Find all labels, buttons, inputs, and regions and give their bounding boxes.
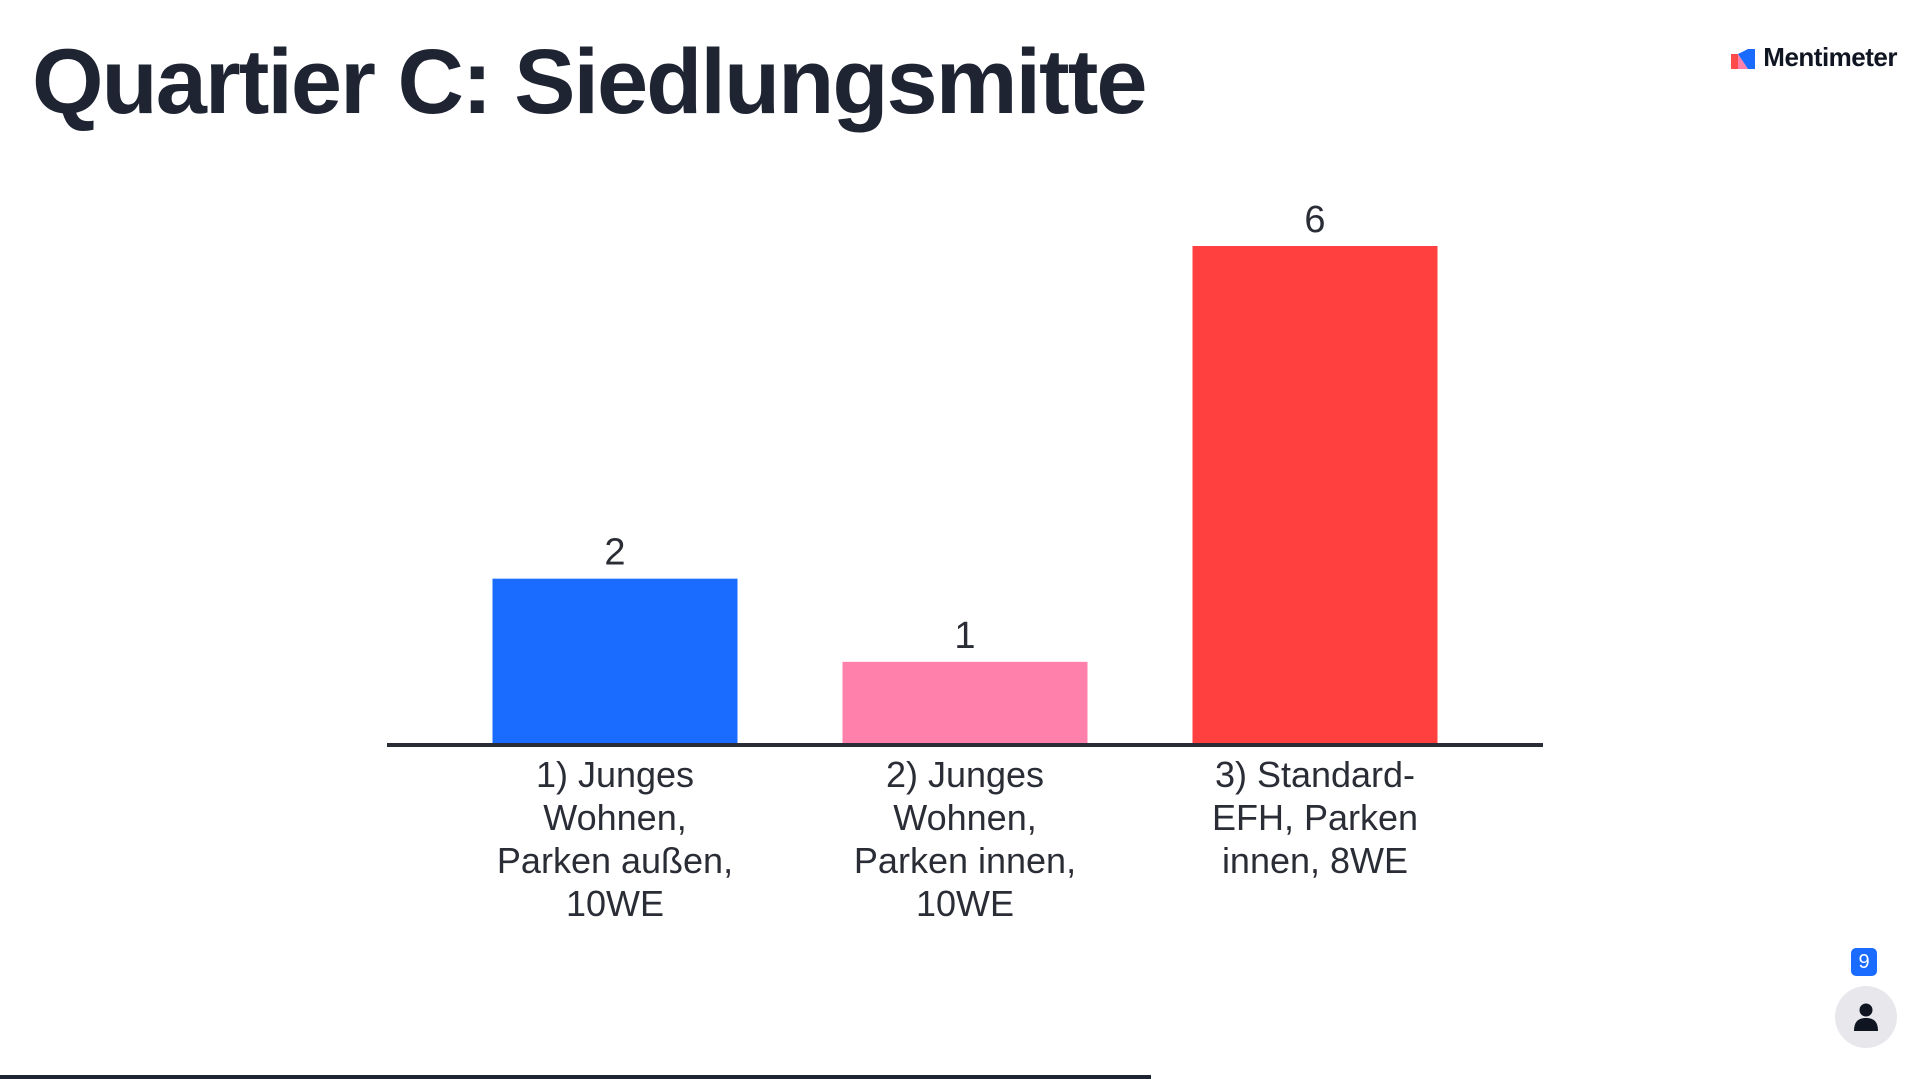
category-label-line: EFH, Parken xyxy=(1212,797,1418,838)
category-label-line: innen, 8WE xyxy=(1222,840,1408,881)
category-label-line: 10WE xyxy=(566,883,664,924)
category-label-line: 3) Standard- xyxy=(1215,754,1415,795)
category-label-3: 3) Standard-EFH, Parken innen, 8WE xyxy=(1212,754,1418,881)
person-icon xyxy=(1854,1003,1878,1031)
bar-1 xyxy=(492,578,738,745)
mentimeter-logo-icon xyxy=(1731,48,1756,69)
participant-count-badge: 9 xyxy=(1851,948,1877,976)
brand: Mentimeter xyxy=(1731,42,1897,73)
participants-button[interactable] xyxy=(1835,986,1897,1048)
category-label-line: 1) Junges xyxy=(536,754,694,795)
category-label-line: 2) Junges xyxy=(886,754,1044,795)
category-label-1: 1) Junges Wohnen, Parken außen, 10WE xyxy=(497,754,733,924)
category-label-line: Parken außen, xyxy=(497,840,733,881)
page-title: Quartier C: Siedlungsmitte xyxy=(32,31,1147,133)
category-label-line: Wohnen, xyxy=(543,797,686,838)
category-label-line: 10WE xyxy=(916,883,1014,924)
bar-3 xyxy=(1192,246,1438,745)
brand-name: Mentimeter xyxy=(1763,42,1897,72)
bar-value-label-1: 2 xyxy=(604,532,625,574)
category-label-2: 2) Junges Wohnen, Parken innen, 10WE xyxy=(854,754,1076,924)
bar-value-label-2: 1 xyxy=(954,615,975,657)
participant-counter[interactable]: 9 xyxy=(1835,948,1897,1048)
category-label-line: Parken innen, xyxy=(854,840,1076,881)
category-label-line: Wohnen, xyxy=(893,797,1036,838)
bar-2 xyxy=(842,661,1088,745)
bar-value-label-3: 6 xyxy=(1304,199,1325,241)
presentation-progress-bar xyxy=(0,1075,1152,1079)
